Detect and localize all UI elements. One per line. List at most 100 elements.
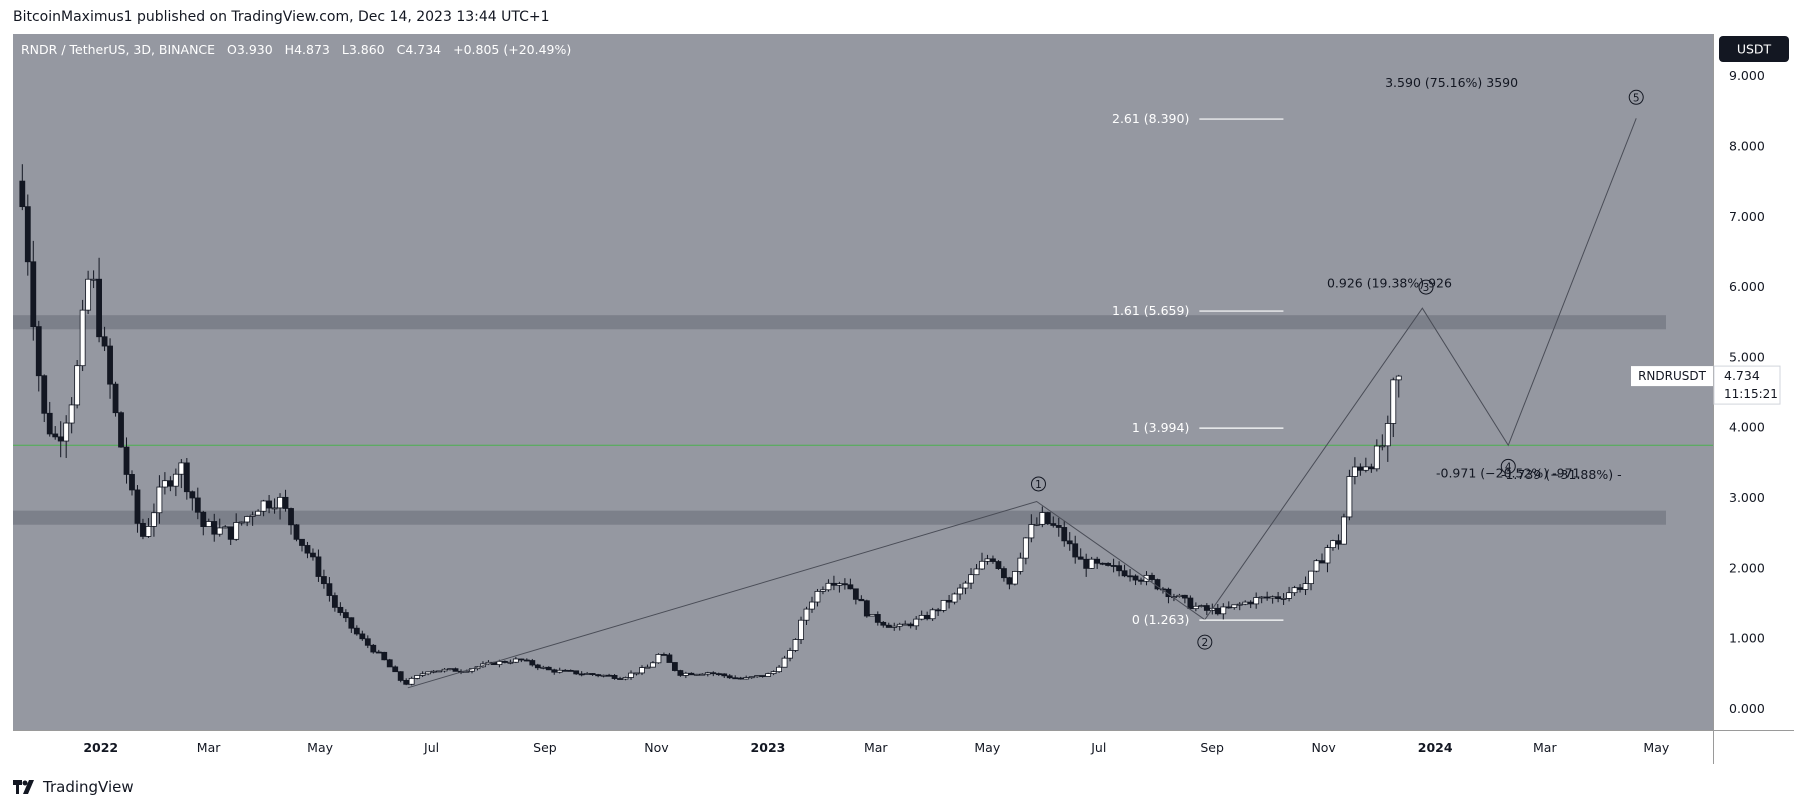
wave-label-circle bbox=[1418, 279, 1434, 295]
price-tag-value-bg bbox=[1713, 365, 1781, 405]
candle-body bbox=[600, 674, 607, 677]
candle-body bbox=[211, 521, 218, 535]
candle bbox=[260, 499, 267, 517]
candle-body bbox=[260, 500, 267, 512]
candle-body bbox=[1346, 476, 1353, 518]
candle bbox=[134, 485, 141, 533]
candle-body bbox=[650, 662, 656, 668]
candle-body bbox=[688, 672, 695, 676]
candle bbox=[825, 579, 832, 592]
wave-label-4: 4 bbox=[1500, 458, 1516, 474]
candle bbox=[1308, 570, 1314, 591]
candle bbox=[1001, 566, 1007, 582]
candle bbox=[315, 549, 322, 582]
candle bbox=[562, 669, 569, 672]
candle-body bbox=[770, 671, 777, 674]
candle-body bbox=[962, 582, 969, 589]
candle bbox=[556, 667, 563, 674]
candle bbox=[584, 671, 591, 675]
candle bbox=[863, 599, 870, 618]
candle-body bbox=[633, 672, 640, 675]
candle bbox=[968, 568, 974, 590]
candle bbox=[46, 401, 53, 437]
candle-body bbox=[820, 589, 826, 592]
candle-body bbox=[46, 412, 53, 435]
candle bbox=[896, 622, 903, 631]
candle-body bbox=[288, 508, 294, 526]
candle-body bbox=[682, 672, 689, 676]
change-value: +0.805 (+20.49%) bbox=[453, 42, 571, 57]
candle bbox=[1055, 517, 1062, 537]
candle-body bbox=[419, 673, 426, 676]
candle bbox=[1066, 532, 1073, 551]
last-price-tag: RNDRUSDT 4.734 11:15:21 bbox=[1631, 365, 1781, 405]
candle-body bbox=[386, 659, 393, 668]
candle bbox=[183, 458, 190, 500]
candle-body bbox=[1275, 596, 1282, 600]
candle bbox=[880, 621, 887, 628]
candle bbox=[1077, 548, 1084, 560]
candle bbox=[24, 194, 31, 276]
candle-body bbox=[1105, 562, 1112, 566]
price-chart[interactable]: 2.61 (8.390) 1.61 (5.659) 1 (3.994) 0 (1.26… bbox=[13, 34, 1794, 764]
candle bbox=[507, 659, 514, 665]
candle bbox=[397, 671, 404, 683]
candle bbox=[1028, 514, 1035, 543]
plot-area[interactable] bbox=[13, 34, 1713, 730]
candle-body bbox=[178, 462, 185, 475]
candle bbox=[534, 663, 541, 671]
candle bbox=[1302, 576, 1309, 596]
candle bbox=[414, 674, 421, 680]
candle bbox=[90, 270, 97, 289]
candle-body bbox=[737, 677, 744, 680]
candle-body bbox=[408, 677, 415, 685]
measure-annotation-3: -0.971 (−20.52%) -971 bbox=[1436, 465, 1581, 480]
candle bbox=[145, 518, 152, 538]
candle-body bbox=[644, 666, 651, 669]
candle-body bbox=[1373, 445, 1380, 470]
candle bbox=[650, 661, 656, 668]
candle-body bbox=[545, 666, 552, 671]
x-tick-label: Jul bbox=[1090, 740, 1106, 755]
candle-body bbox=[913, 618, 920, 627]
candle-body bbox=[1001, 568, 1007, 579]
candle bbox=[342, 609, 349, 623]
y-tick-label: 4.000 bbox=[1729, 420, 1765, 435]
candle bbox=[1187, 595, 1194, 610]
candle-body bbox=[523, 659, 530, 662]
candle bbox=[1149, 572, 1155, 582]
candle-body bbox=[1050, 523, 1057, 526]
candle-body bbox=[831, 582, 837, 586]
candle-body bbox=[929, 609, 936, 620]
candle bbox=[129, 470, 135, 496]
candle-body bbox=[19, 180, 26, 208]
wave-label-number: 4 bbox=[1505, 461, 1512, 473]
candle bbox=[1319, 553, 1325, 564]
candle bbox=[1181, 594, 1188, 604]
candle-body bbox=[628, 672, 634, 678]
candle bbox=[277, 493, 283, 520]
candle-body bbox=[441, 668, 448, 672]
time-axis-panel[interactable] bbox=[13, 731, 1794, 764]
x-tick-label: May bbox=[307, 740, 333, 755]
candle-body bbox=[869, 614, 876, 617]
candle-body bbox=[1132, 575, 1139, 581]
candle bbox=[1176, 593, 1183, 598]
elliott-wave-path bbox=[407, 118, 1637, 689]
candle bbox=[403, 678, 410, 686]
x-tick-label: May bbox=[974, 740, 1000, 755]
candle-body bbox=[359, 633, 366, 640]
candle-body bbox=[1253, 597, 1260, 605]
candle-body bbox=[595, 674, 602, 677]
candle-body bbox=[1313, 560, 1320, 572]
candle-body bbox=[194, 497, 201, 513]
candle-body bbox=[1231, 604, 1238, 608]
candle-body bbox=[984, 558, 991, 562]
candle-body bbox=[1362, 466, 1369, 471]
candle bbox=[726, 674, 733, 679]
currency-button[interactable]: USDT bbox=[1719, 36, 1789, 62]
x-tick-label: Sep bbox=[533, 740, 557, 755]
candle bbox=[885, 622, 892, 628]
candle-body bbox=[337, 606, 344, 613]
candle-body bbox=[990, 558, 996, 562]
